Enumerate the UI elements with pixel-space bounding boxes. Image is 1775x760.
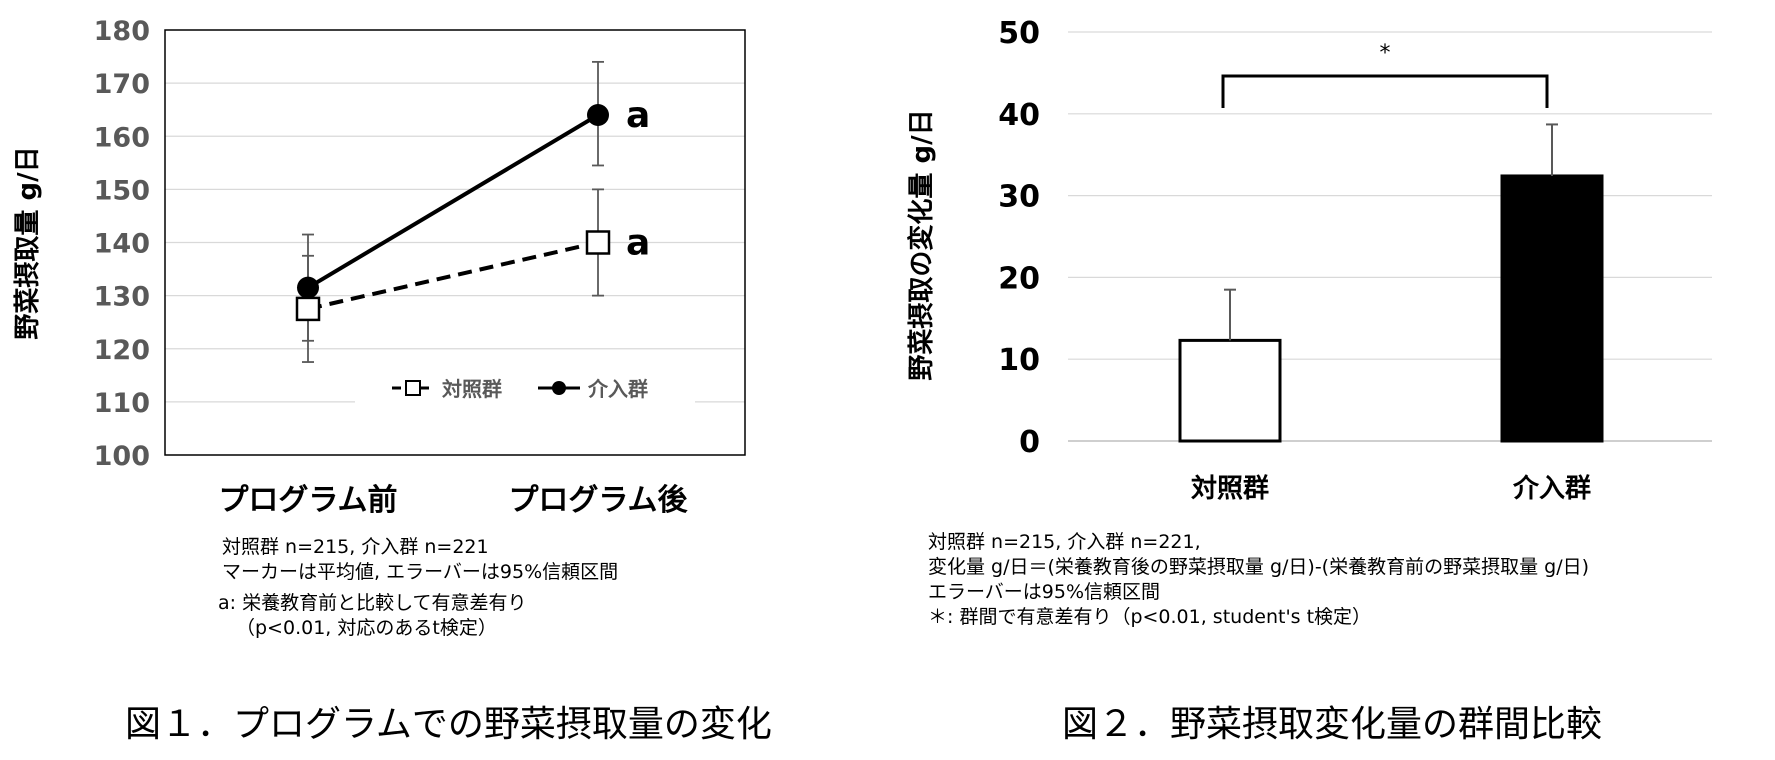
fig1-y-tick-label: 100 (94, 441, 150, 472)
fig1-y-axis-label: 野菜摂取量 g/日 (12, 146, 43, 339)
fig1-y-tick-label: 180 (94, 16, 150, 47)
fig1-y-tick-label: 170 (94, 69, 150, 100)
figure-1-line-chart: 100 110 120 130 140 150 160 170 180 野菜摂取量 g/日 プロ… (12, 16, 746, 518)
figure-2-bar-chart: 0 10 20 30 40 50 野菜摂取の変化量 g/日 対照群 介入群 * (906, 16, 1712, 504)
fig1-marker-circle (587, 104, 609, 126)
fig1-series-line (306, 113, 600, 290)
fig2-notes: 対照群 n=215, 介入群 n=221, 変化量 g/日＝(栄養教育後の野菜摂… (928, 530, 1589, 630)
fig1-y-tick-label: 110 (94, 388, 150, 419)
fig1-legend-label-intervention: 介入群 (587, 377, 648, 401)
fig1-x-category-label: プログラム前 (218, 483, 397, 518)
fig1-note-test: （p<0.01, 対応のあるt検定） (236, 617, 497, 639)
fig1-significance-label: a (626, 95, 650, 136)
fig1-legend-label-control: 対照群 (441, 377, 502, 401)
fig1-legend: 対照群 介入群 (355, 368, 695, 408)
fig2-note-errorbar: エラーバーは95%信頼区間 (928, 581, 1161, 603)
fig2-bar (1500, 174, 1604, 443)
fig1-y-tick-label: 120 (94, 335, 150, 366)
fig1-y-tick-label: 130 (94, 282, 150, 313)
fig1-note-significance: a: 栄養教育前と比較して有意差有り (218, 592, 527, 614)
fig1-y-tick-label: 140 (94, 229, 150, 260)
fig2-y-tick-label: 0 (1019, 425, 1040, 460)
fig1-x-category-label: プログラム後 (508, 483, 688, 518)
fig2-y-tick-label: 50 (998, 16, 1040, 51)
fig1-plot-frame (164, 29, 746, 456)
fig1-note-marker: マーカーは平均値, エラーバーは95%信頼区間 (222, 561, 619, 583)
fig2-x-category-label: 介入群 (1512, 474, 1591, 504)
fig1-marker-circle (297, 276, 319, 299)
fig1-marker-square (295, 296, 321, 322)
fig2-bar (1178, 338, 1282, 443)
fig1-y-tick-label: 160 (94, 122, 150, 153)
fig2-title: 図２．野菜摂取変化量の群間比較 (1062, 704, 1603, 745)
fig1-legend-marker-control (405, 380, 421, 396)
fig1-marker-square (585, 230, 611, 255)
fig2-y-axis-label: 野菜摂取の変化量 g/日 (906, 109, 937, 380)
fig1-legend-marker-intervention (552, 381, 566, 395)
fig2-x-category-label: 対照群 (1191, 474, 1269, 504)
fig1-series-line (307, 240, 599, 311)
fig2-y-tick-label: 40 (998, 98, 1040, 133)
fig1-note-sample-size: 対照群 n=215, 介入群 n=221 (222, 536, 489, 558)
fig2-y-tick-label: 10 (998, 343, 1040, 378)
fig2-y-tick-label: 30 (998, 180, 1040, 215)
fig2-bracket-line (1221, 74, 1549, 108)
fig2-significance-bracket: * (1221, 41, 1549, 108)
fig2-y-tick-label: 20 (998, 261, 1040, 296)
fig1-title: 図１．プログラムでの野菜摂取量の変化 (125, 704, 772, 745)
fig2-note-significance: ＊: 群間で有意差有り（p<0.01, student's t検定） (928, 606, 1372, 628)
fig1-y-tick-label: 150 (94, 175, 150, 206)
fig2-bracket-asterisk: * (1380, 41, 1391, 66)
fig2-note-sample-size: 対照群 n=215, 介入群 n=221, (928, 531, 1201, 553)
fig1-significance-label: a (626, 223, 650, 264)
fig2-note-change-definition: 変化量 g/日＝(栄養教育後の野菜摂取量 g/日)-(栄養教育前の野菜摂取量 g… (928, 556, 1590, 578)
fig1-notes: 対照群 n=215, 介入群 n=221 マーカーは平均値, エラーバーは95%… (218, 535, 619, 641)
